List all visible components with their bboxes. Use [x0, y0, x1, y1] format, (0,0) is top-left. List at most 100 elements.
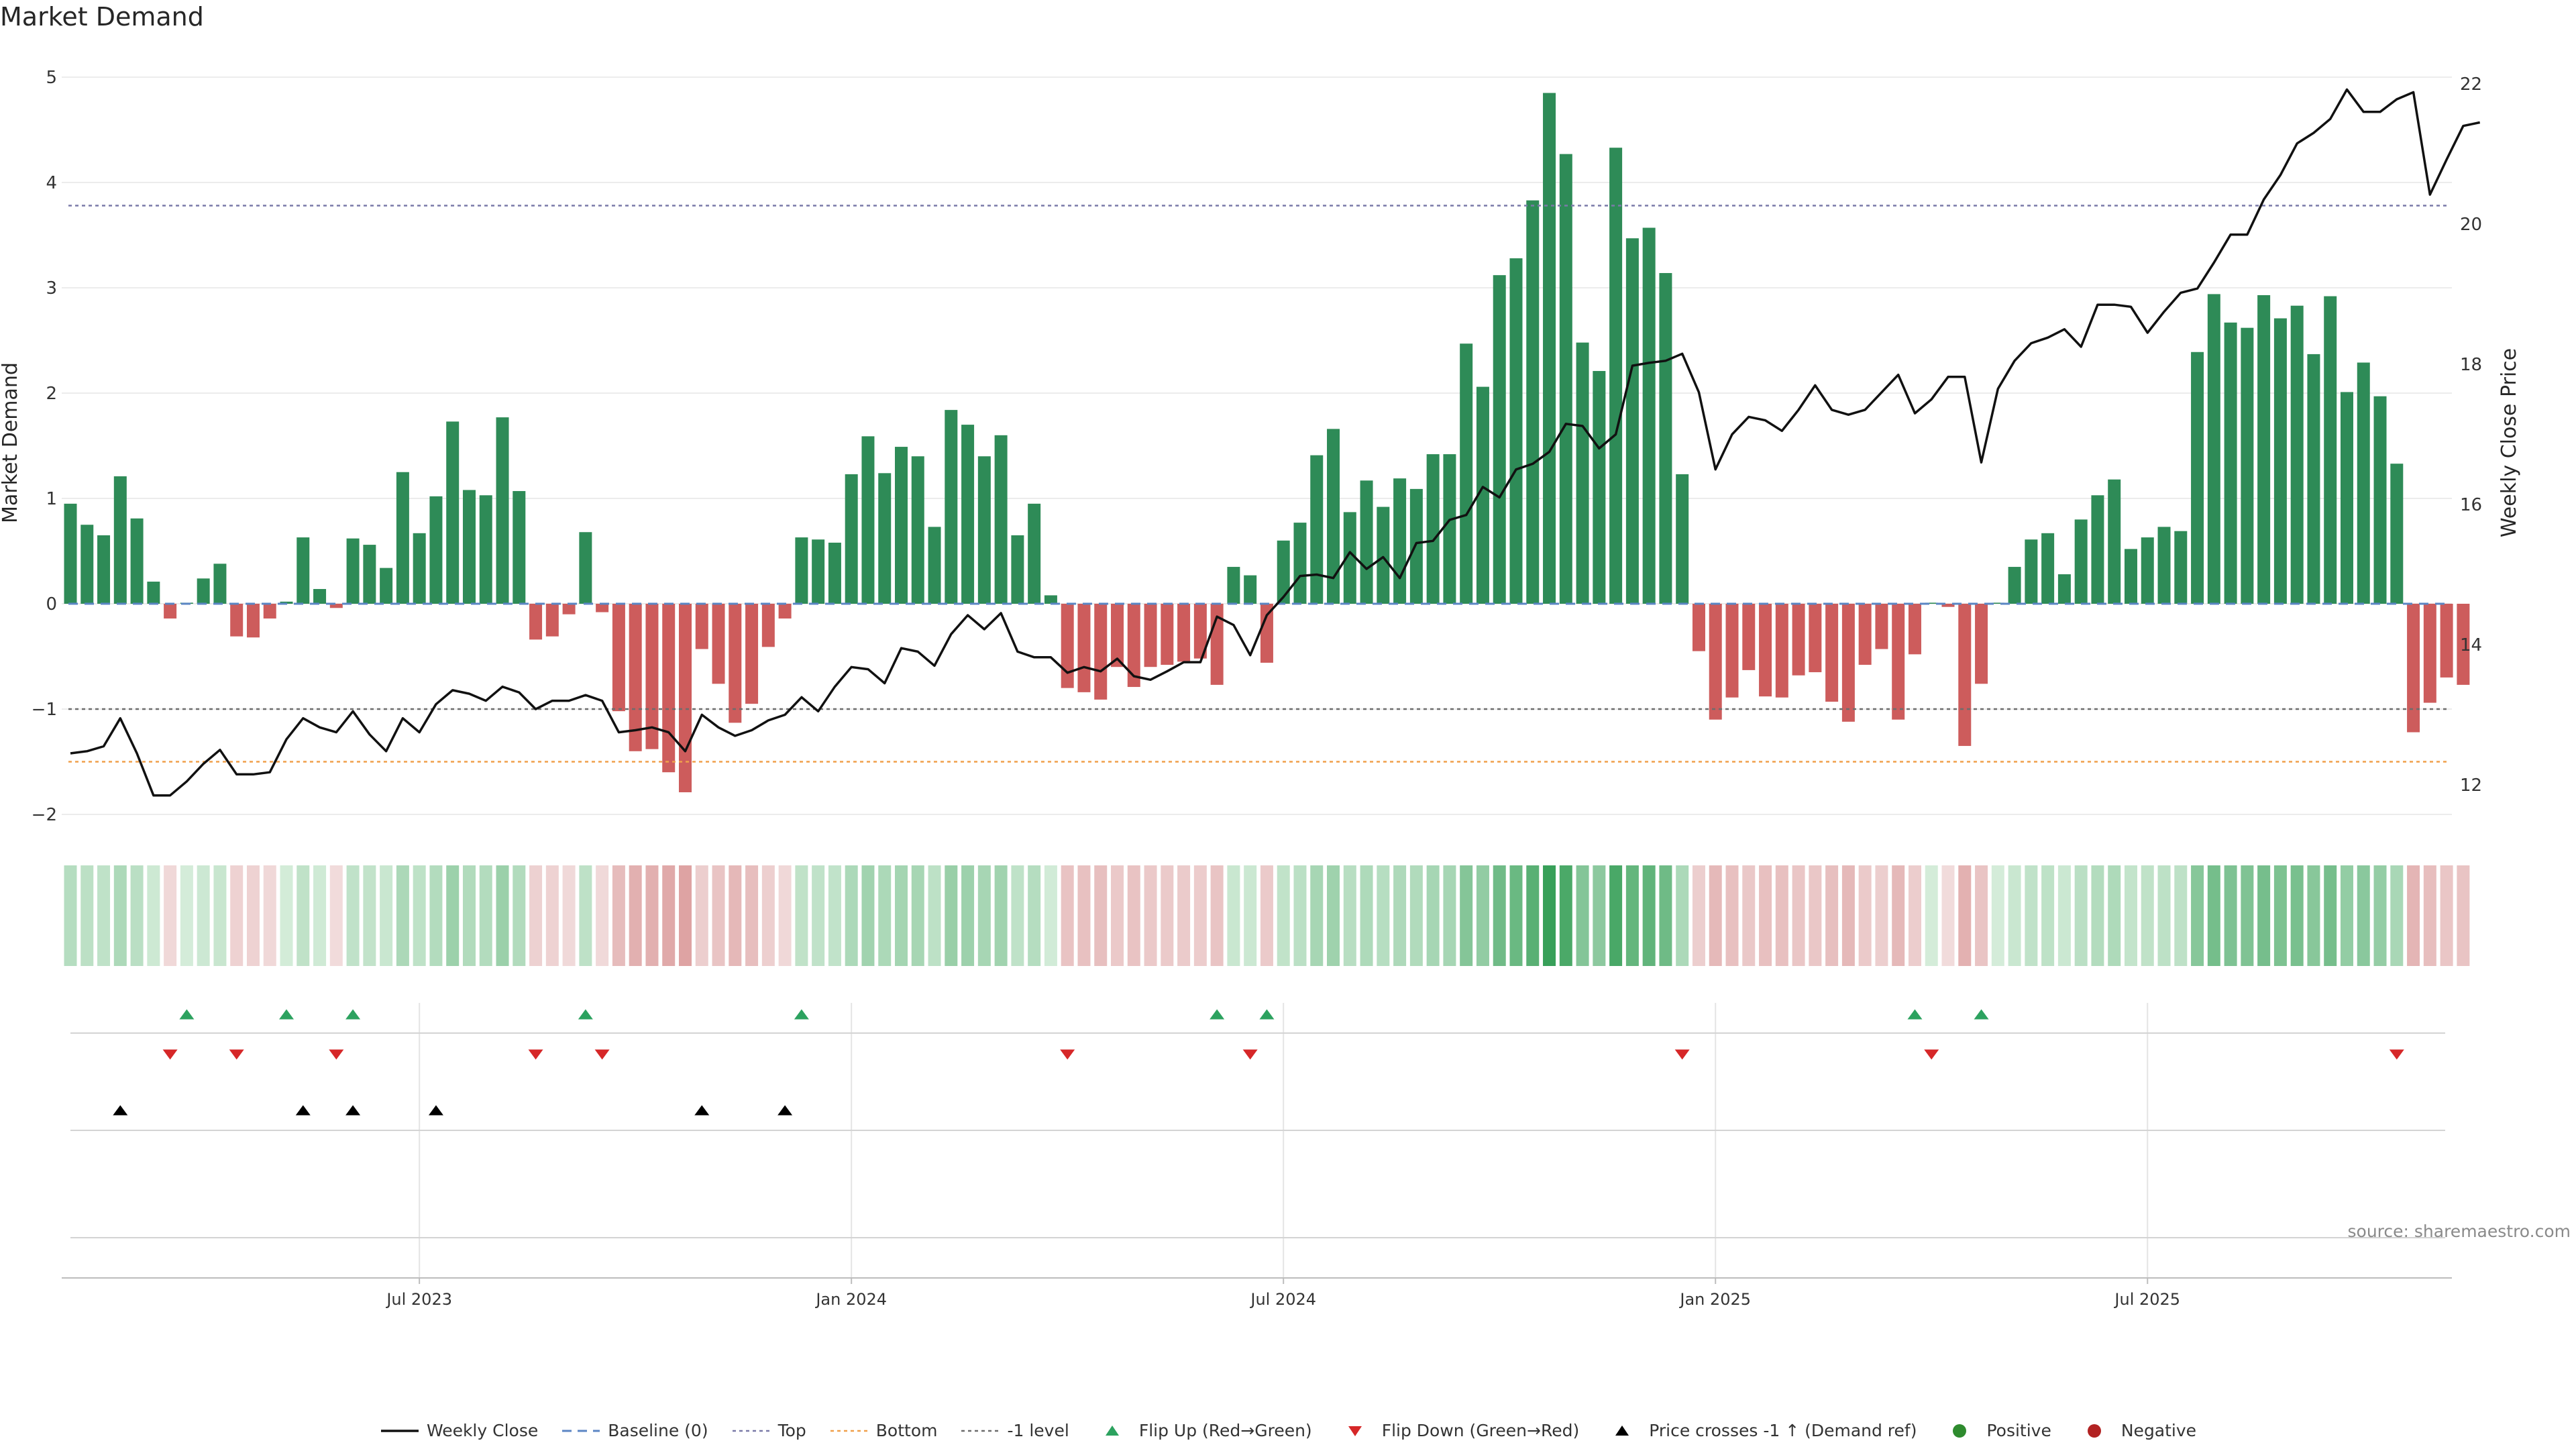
flip-up-marker	[179, 1009, 195, 1020]
heat-cell	[1775, 865, 1788, 966]
heat-cell	[130, 865, 144, 966]
heat-cell	[1409, 865, 1423, 966]
heat-cell	[1925, 865, 1938, 966]
demand-bar	[380, 568, 393, 604]
heat-cell	[1077, 865, 1091, 966]
demand-bar	[1293, 523, 1307, 604]
legend-label: Flip Up (Red→Green)	[1138, 1421, 1312, 1440]
heat-cell	[147, 865, 160, 966]
reference-levels	[68, 205, 2449, 763]
demand-bar	[1310, 455, 1324, 604]
heat-cell	[2157, 865, 2171, 966]
heat-cell	[645, 865, 659, 966]
flip-up-marker	[794, 1009, 809, 1020]
demand-bar	[545, 604, 559, 637]
flip-down-marker	[162, 1049, 178, 1060]
demand-bar	[2307, 354, 2320, 604]
heat-cell	[1625, 865, 1639, 966]
legend-swatch-top-icon	[731, 1424, 771, 1438]
demand-bar	[2373, 396, 2387, 604]
demand-bar	[263, 604, 276, 619]
legend-item-positive: Positive	[1939, 1421, 2051, 1440]
source-label: source: sharemaestro.com	[2348, 1222, 2571, 1241]
demand-bar	[828, 542, 841, 604]
y2-tick-label: 18	[2460, 355, 2482, 375]
legend-label: Weekly Close	[426, 1421, 539, 1440]
demand-bar	[2041, 533, 2055, 604]
heat-cell	[2124, 865, 2137, 966]
heat-cell	[1526, 865, 1540, 966]
demand-bar	[64, 503, 77, 604]
demand-bar	[147, 582, 160, 604]
heat-cell	[729, 865, 742, 966]
heat-cell	[712, 865, 725, 966]
demand-bar	[1759, 604, 1772, 697]
y-tick-label: 4	[46, 173, 57, 193]
heat-cell	[795, 865, 808, 966]
heat-cell	[1227, 865, 1240, 966]
heat-cell	[2373, 865, 2387, 966]
heat-cell	[1593, 865, 1606, 966]
heat-cell	[1809, 865, 1822, 966]
heat-cell	[429, 865, 443, 966]
heat-cell	[678, 865, 692, 966]
heat-cell	[596, 865, 609, 966]
heat-cell	[2191, 865, 2204, 966]
demand-bar	[2207, 294, 2220, 604]
heat-cell	[380, 865, 393, 966]
heat-cell	[2241, 865, 2254, 966]
demand-bar	[313, 589, 327, 604]
demand-bar	[678, 604, 692, 793]
demand-bar	[329, 604, 343, 608]
demand-bar	[1792, 604, 1805, 676]
demand-bar	[1177, 604, 1191, 662]
heat-cell	[1709, 865, 1722, 966]
demand-bar	[1111, 604, 1124, 667]
heat-cell	[2008, 865, 2021, 966]
heat-cell	[612, 865, 625, 966]
demand-bar	[2324, 296, 2337, 604]
heat-cell	[446, 865, 460, 966]
heat-cell	[1725, 865, 1739, 966]
demand-bar	[994, 435, 1008, 604]
demand-bar	[130, 518, 144, 604]
heat-cell	[479, 865, 492, 966]
demand-bars	[64, 93, 2470, 793]
heat-cell	[2025, 865, 2038, 966]
heat-cell	[1127, 865, 1140, 966]
heat-cell	[994, 865, 1008, 966]
demand-heat-strip	[64, 865, 2470, 966]
demand-bar	[928, 527, 941, 604]
demand-bar	[945, 410, 958, 604]
legend-swatch-bottom-icon	[829, 1424, 869, 1438]
legend-item-top: Top	[731, 1421, 806, 1440]
heat-cell	[197, 865, 210, 966]
demand-bar	[1327, 429, 1340, 604]
demand-bar	[2257, 294, 2271, 604]
demand-bar	[1509, 258, 1523, 604]
demand-bar	[1593, 371, 1606, 604]
demand-bar	[845, 474, 858, 604]
demand-bar	[662, 604, 676, 773]
x-tick-label: Jul 2024	[1249, 1290, 1316, 1309]
demand-bar	[961, 425, 975, 604]
heat-cell	[2357, 865, 2370, 966]
heat-cell	[1443, 865, 1456, 966]
heat-cell	[1061, 865, 1074, 966]
heat-cell	[1210, 865, 1224, 966]
heat-cell	[778, 865, 792, 966]
heat-cell	[1692, 865, 1705, 966]
heat-cell	[745, 865, 759, 966]
price-cross-marker	[295, 1105, 311, 1116]
demand-bar	[1991, 602, 2004, 604]
demand-bar	[1260, 604, 1273, 663]
demand-bar	[1144, 604, 1157, 667]
demand-bar	[2423, 604, 2436, 703]
flip-up-marker	[578, 1009, 593, 1020]
demand-bar	[363, 545, 376, 604]
flip-down-marker	[528, 1049, 543, 1060]
flip-down-marker	[594, 1049, 610, 1060]
legend-label: -1 level	[1007, 1421, 1069, 1440]
heat-cell	[961, 865, 975, 966]
flip-up-marker	[1974, 1009, 1989, 1020]
